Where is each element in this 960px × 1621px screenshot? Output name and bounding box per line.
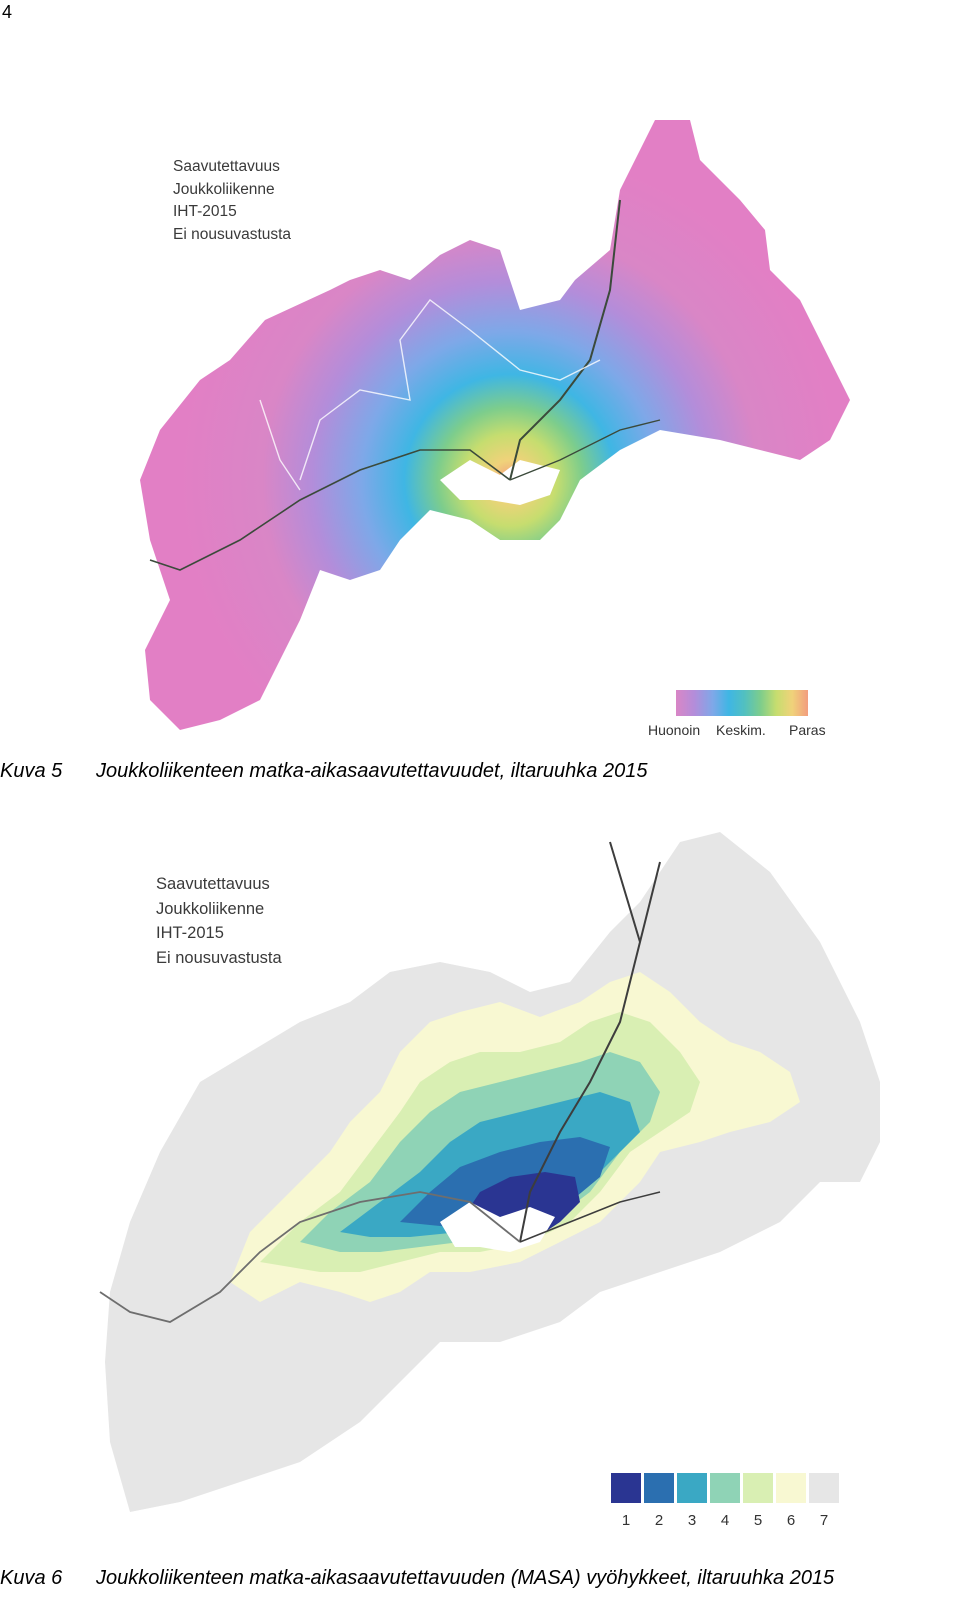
metro-line (509, 419, 661, 481)
map-legend: Saavutettavuus Joukkoliikenne IHT-2015 E… (156, 872, 282, 970)
accessibility-map-evening-peak: Saavutettavuus Joukkoliikenne IHT-2015 E… (0, 100, 960, 760)
scale-label-high: Paras (789, 722, 826, 738)
figure-caption-1: Kuva 5 Joukkoliikenteen matka-aikasaavute… (0, 760, 960, 783)
legend-line: Joukkoliikenne (173, 180, 275, 198)
legend-line: Joukkoliikenne (156, 899, 265, 918)
railway-line (509, 199, 621, 481)
map-legend: Saavutettavuus Joukkoliikenne IHT-2015 E… (173, 156, 291, 246)
zone-legend-swatches (611, 1473, 839, 1503)
legend-line: Saavutettavuus (173, 158, 280, 175)
zone-label: 7 (819, 1512, 829, 1529)
legend-line: Ei nousuvastusta (156, 948, 282, 967)
municipal-border (299, 299, 601, 481)
zone-swatch (776, 1473, 806, 1503)
region-shape (140, 120, 850, 730)
metro-line (519, 1191, 661, 1243)
caption-label: Kuva 6 (0, 1567, 63, 1589)
page-number: 4 (2, 2, 13, 22)
caption-text: Joukkoliikenteen matka-aikasaavutettavuu… (96, 1567, 835, 1589)
zone-swatch (809, 1473, 839, 1503)
railway-line-west (149, 449, 511, 571)
figure-caption-2: Kuva 6 Joukkoliikenteen matka-aikasaavute… (0, 1567, 960, 1590)
legend-line: IHT-2015 (173, 203, 237, 220)
zone-swatch (611, 1473, 641, 1503)
zone-label: 4 (720, 1512, 730, 1529)
railway-line-west (99, 1191, 521, 1323)
zone-legend-labels: 1 2 3 4 5 6 7 (611, 1512, 839, 1529)
zone-swatch (677, 1473, 707, 1503)
masa-zone-map: Saavutettavuus Joukkoliikenne IHT-2015 E… (0, 822, 960, 1542)
caption-text: Joukkoliikenteen matka-aikasaavutettavuu… (96, 760, 648, 782)
legend-line: IHT-2015 (156, 924, 224, 942)
zone-swatch (710, 1473, 740, 1503)
zone-map (99, 832, 880, 1512)
scale-label-mid: Keskim. (716, 722, 766, 738)
municipal-border-2 (259, 399, 301, 491)
zone-label: 2 (654, 1512, 664, 1529)
zone-swatch (743, 1473, 773, 1503)
legend-line: Saavutettavuus (156, 875, 270, 893)
railway-line-branch (639, 861, 661, 943)
legend-line: Ei nousuvastusta (173, 225, 292, 243)
caption-label: Kuva 5 (0, 760, 63, 782)
zone-label: 1 (621, 1512, 631, 1529)
zone-swatch (644, 1473, 674, 1503)
color-scale-bar (676, 690, 808, 716)
accessibility-heatmap (140, 120, 850, 730)
scale-label-low: Huonoin (648, 722, 701, 738)
zone-label: 3 (687, 1512, 697, 1529)
zone-label: 5 (753, 1512, 763, 1529)
zone-label: 6 (786, 1512, 796, 1529)
